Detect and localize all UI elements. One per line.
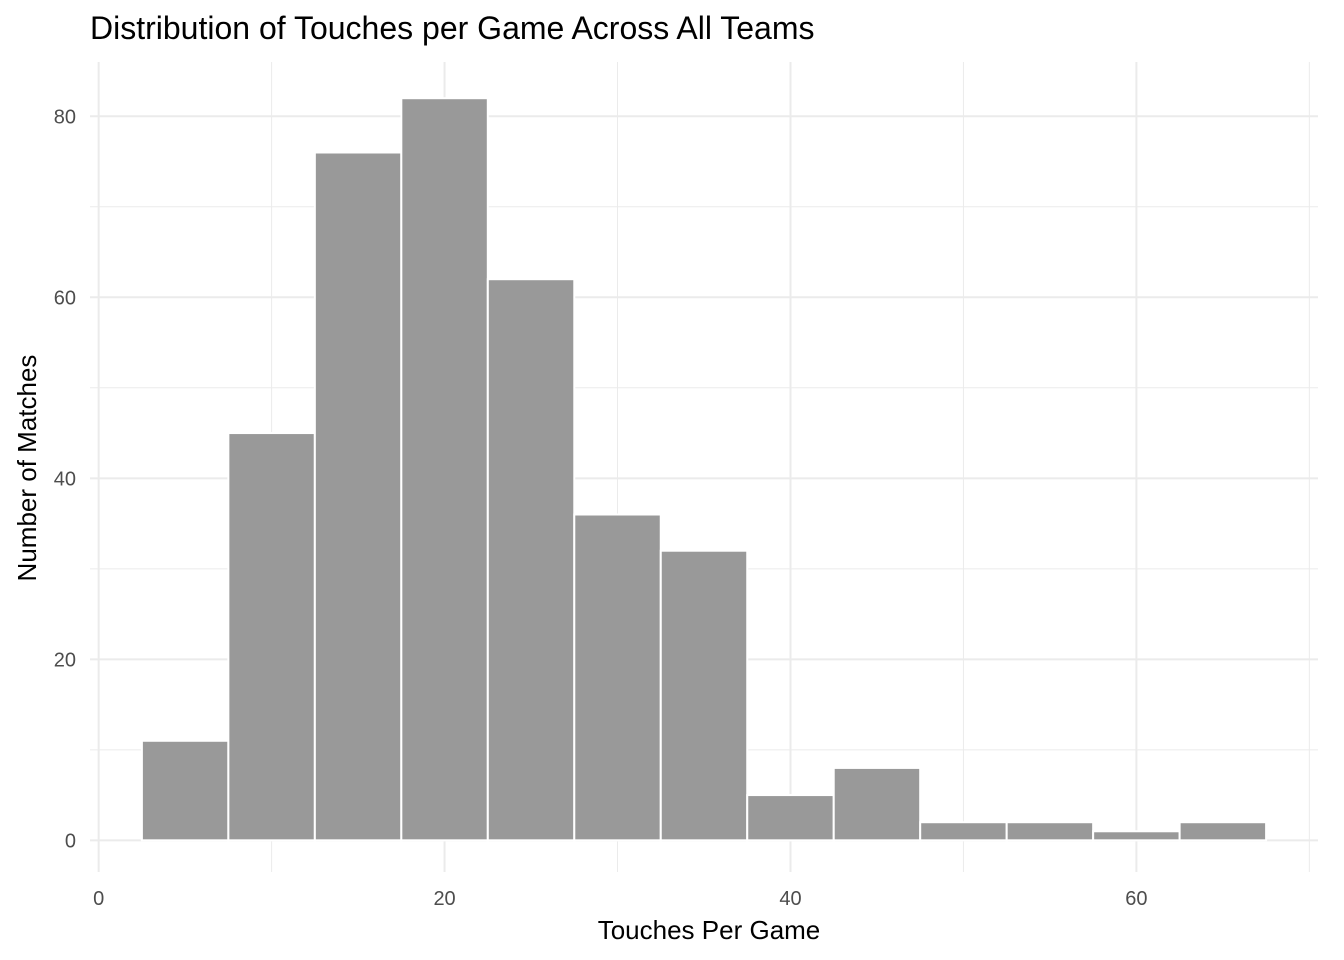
- x-axis-title: Touches Per Game: [598, 915, 821, 945]
- histogram-bar: [1178, 821, 1268, 842]
- y-tick-label: 80: [54, 106, 76, 128]
- y-tick-label: 0: [65, 830, 76, 852]
- histogram-bar: [140, 739, 230, 842]
- y-axis-ticks: 0 20 40 60 80: [54, 106, 76, 852]
- y-tick-label: 40: [54, 468, 76, 490]
- histogram-bar: [746, 794, 835, 842]
- histogram-bar: [832, 766, 922, 842]
- x-tick-label: 60: [1125, 888, 1147, 910]
- y-tick-label: 20: [54, 649, 76, 671]
- histogram-bars: [140, 97, 1268, 842]
- histogram-bar: [486, 278, 576, 842]
- y-tick-label: 60: [54, 287, 76, 309]
- histogram-bar: [919, 821, 1008, 842]
- x-tick-label: 20: [433, 888, 455, 910]
- histogram-bar: [659, 549, 749, 842]
- x-tick-label: 0: [93, 888, 104, 910]
- histogram-bar: [313, 151, 403, 842]
- chart-title: Distribution of Touches per Game Across …: [90, 10, 815, 46]
- histogram-bar: [1005, 821, 1095, 842]
- histogram-bar: [573, 513, 662, 842]
- histogram-bar: [1092, 830, 1181, 842]
- x-axis-ticks: 0 20 40 60: [93, 888, 1147, 910]
- x-tick-label: 40: [779, 888, 801, 910]
- histogram-bar: [400, 97, 489, 842]
- histogram-bar: [227, 432, 316, 842]
- y-axis-title: Number of Matches: [12, 355, 42, 582]
